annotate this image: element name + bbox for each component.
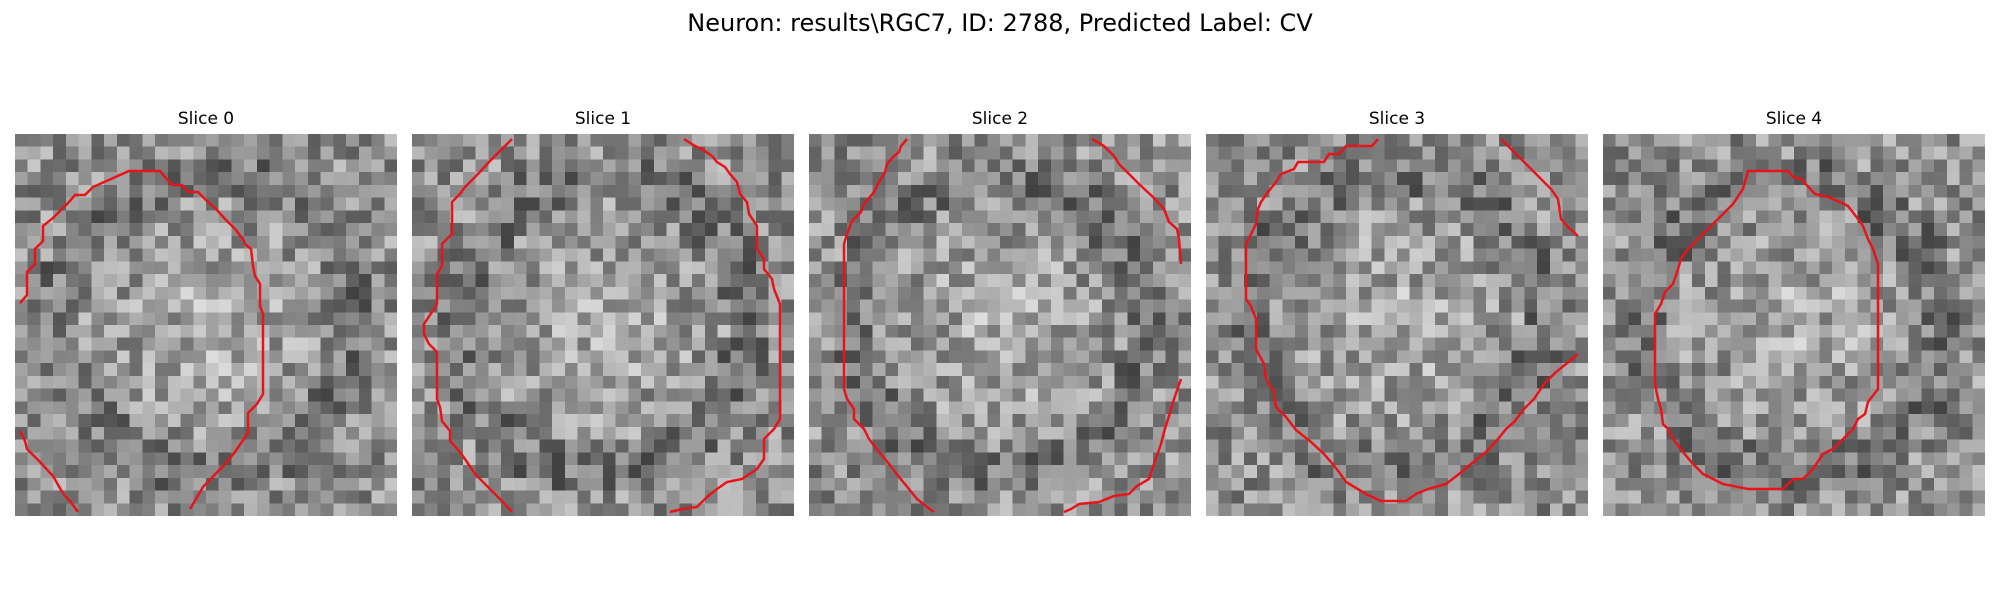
roi-contour-4 [1603,134,1985,516]
roi-contour-2 [809,134,1191,516]
slice-title-3: Slice 3 [1206,108,1588,130]
slice-image-2 [809,134,1191,516]
slice-image-3 [1206,134,1588,516]
slice-image-1 [412,134,794,516]
slice-title-1: Slice 1 [412,108,794,130]
slice-title-2: Slice 2 [809,108,1191,130]
slice-title-0: Slice 0 [15,108,397,130]
figure-title: Neuron: results\RGC7, ID: 2788, Predicte… [0,8,2000,38]
slice-image-0 [15,134,397,516]
roi-contour-3 [1206,134,1588,516]
roi-contour-0 [15,134,397,516]
roi-contour-1 [412,134,794,516]
slice-image-4 [1603,134,1985,516]
slice-title-4: Slice 4 [1603,108,1985,130]
